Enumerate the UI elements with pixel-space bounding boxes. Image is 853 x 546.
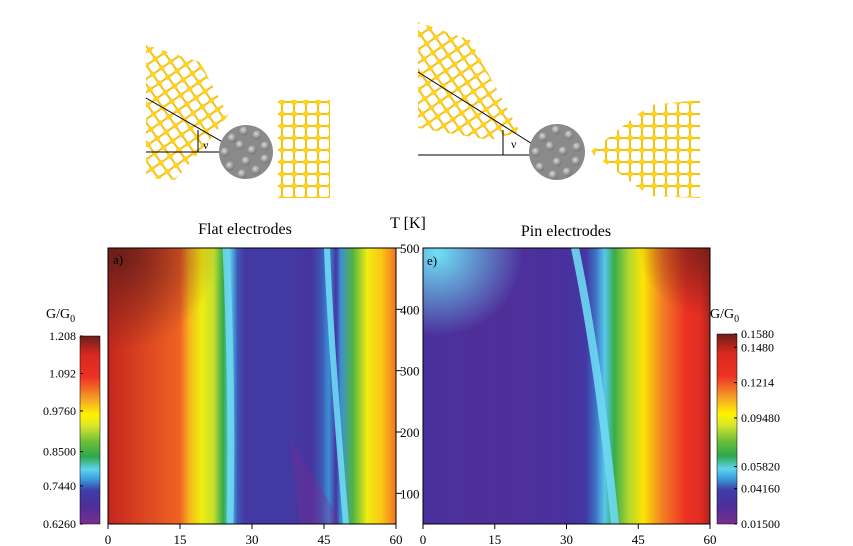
right-tilted-pin-electrode xyxy=(418,22,520,140)
panel-e-heatmap: e) xyxy=(422,247,711,525)
colorbar-tick-label: 0.8500 xyxy=(43,445,76,459)
panel-e-label: e) xyxy=(427,253,437,268)
panel-a-x-tick-label: 45 xyxy=(318,532,331,546)
panel-e-title: Pin electrodes xyxy=(521,223,611,240)
colorbar-tick-label: 1.208 xyxy=(49,329,76,343)
colorbar-tick-label: 0.09480 xyxy=(741,411,780,425)
colorbar-tick-label: 0.1214 xyxy=(741,376,774,390)
right-fullerene xyxy=(529,124,585,180)
panel-e-corner-dark xyxy=(423,248,710,524)
colorbar-tick-label: 1.092 xyxy=(49,366,76,380)
y-tick-label: 500 xyxy=(400,241,420,256)
y-tick-label: 400 xyxy=(400,302,420,317)
panel-e-x-tick-label: 45 xyxy=(632,532,645,546)
panel-a-heatmap: a) xyxy=(107,247,397,525)
left-angle-label: ν xyxy=(203,138,209,152)
right-pin-electrode xyxy=(590,100,700,198)
panel-a-x-ticks: 0 15 30 45 60 xyxy=(105,524,403,546)
left-tilted-electrode xyxy=(146,45,228,180)
y-tick-label: 100 xyxy=(400,486,420,501)
panel-a-x-tick-label: 60 xyxy=(390,532,403,546)
colorbar-left-label: G/G0 xyxy=(46,307,75,325)
panel-a-title: Flat electrodes xyxy=(198,221,292,238)
y-axis: 100 200 300 400 500 xyxy=(395,241,420,524)
colorbar-tick-label: 0.01500 xyxy=(741,517,780,531)
colorbar-left: G/G0 1.208 1.092 0.9760 0.8500 0.7440 0.6260 xyxy=(43,307,101,531)
panel-e-x-tick-label: 30 xyxy=(560,532,573,546)
right-angle-label: ν xyxy=(511,137,517,151)
panel-a-x-tick-label: 30 xyxy=(246,532,259,546)
left-molecule-illustration: ν xyxy=(145,45,330,198)
y-tick-label: 200 xyxy=(400,425,420,440)
y-axis-label: T [K] xyxy=(390,215,426,232)
colorbar-tick-label: 0.6260 xyxy=(43,517,76,531)
panel-e-x-ticks: 0 15 30 45 60 xyxy=(420,524,717,546)
right-molecule-illustration: ν xyxy=(417,22,700,198)
colorbar-tick-label: 0.1480 xyxy=(741,340,774,354)
panel-a-corner-shade xyxy=(108,248,396,524)
panel-e-x-tick-label: 15 xyxy=(488,532,501,546)
panel-a-x-tick-label: 0 xyxy=(105,532,112,546)
panel-a-cyan-ridge-right xyxy=(324,247,349,525)
colorbar-right-label: G/G0 xyxy=(710,307,739,325)
panel-a-cyan-ridge-left xyxy=(222,247,235,525)
panel-a-purple-shade xyxy=(290,440,340,524)
colorbar-tick-label: 0.1580 xyxy=(741,327,774,341)
y-tick-label: 300 xyxy=(400,364,420,379)
panel-e-cyan-ridge xyxy=(571,247,619,525)
colorbar-tick-label: 0.7440 xyxy=(43,479,76,493)
left-flat-electrode xyxy=(278,100,330,198)
panel-e-x-axis: 0 15 30 45 60 xyxy=(420,523,717,546)
colorbar-right-bar xyxy=(716,333,738,525)
panel-e-x-tick-label: 60 xyxy=(704,532,717,546)
panel-a-label: a) xyxy=(113,252,123,267)
y-ticks: 100 200 300 400 500 xyxy=(396,241,420,501)
panel-a-x-axis: 0 15 30 45 60 xyxy=(105,523,403,546)
right-angle-line xyxy=(417,71,546,153)
panel-a-x-tick-label: 15 xyxy=(174,532,187,546)
colorbar-left-ticks: 1.208 1.092 0.9760 0.8500 0.7440 0.6260 xyxy=(43,329,83,531)
panel-e-x-tick-label: 0 xyxy=(420,532,427,546)
colorbar-tick-label: 0.9760 xyxy=(43,404,76,418)
left-fullerene xyxy=(219,125,273,179)
colorbar-left-bar xyxy=(79,335,101,525)
colorbar-tick-label: 0.04160 xyxy=(741,482,780,496)
colorbar-tick-label: 0.05820 xyxy=(741,460,780,474)
